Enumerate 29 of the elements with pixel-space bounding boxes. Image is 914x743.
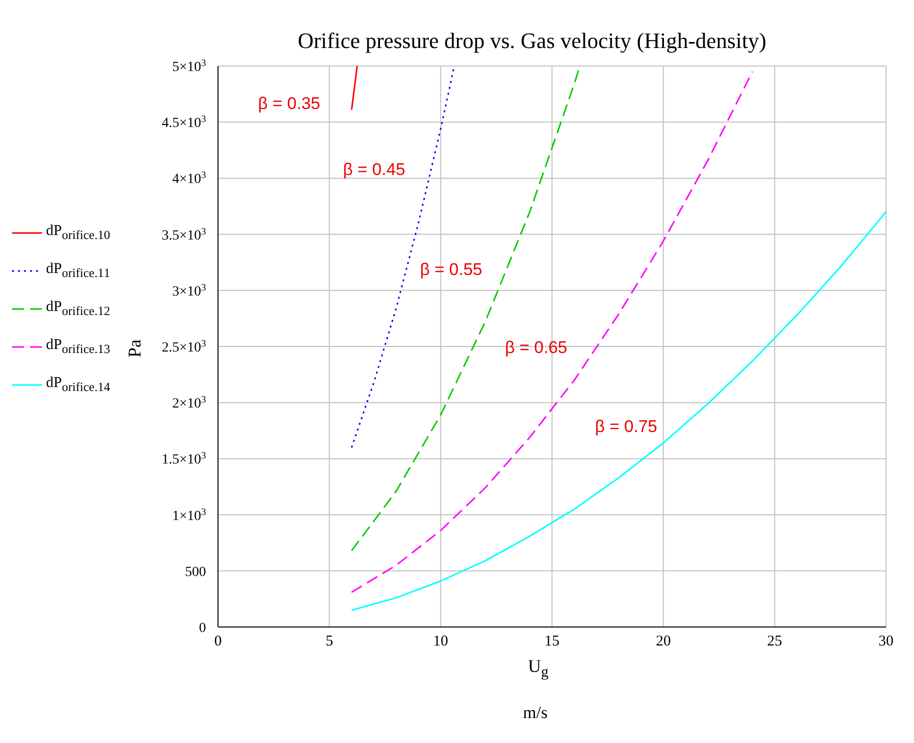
y-axis-title: Pa: [124, 340, 146, 358]
y-tick-label: 1.5×10$^{3}$: [162, 450, 206, 468]
y-tick-label: 3×10$^{3}$: [172, 282, 206, 300]
x-tick-label: 5: [326, 634, 334, 650]
x-axis-title: U$_{g}$: [528, 656, 548, 682]
line-series: [350, 70, 754, 593]
annotation: β = 0.35: [258, 94, 320, 114]
x-tick-label: 10: [433, 634, 448, 650]
y-tick-label: 2.5×10$^{3}$: [162, 338, 206, 356]
y-tick-label: 0: [199, 621, 206, 636]
annotation: β = 0.75: [595, 417, 658, 437]
x-tick-label: 25: [767, 634, 782, 650]
annotation: β = 0.65: [505, 338, 568, 358]
x-tick-label: 15: [544, 634, 560, 650]
y-tick-label: 4×10$^{3}$: [172, 170, 206, 188]
line-series: [350, 211, 886, 611]
text: m/s: [523, 703, 548, 723]
y-tick-label: 1×10$^{3}$: [172, 506, 206, 524]
annotation: β = 0.55: [420, 260, 482, 280]
x-tick-label: 0: [214, 634, 222, 650]
y-tick-label: 5×10$^{3}$: [172, 58, 206, 75]
y-tick-label: 3.5×10$^{3}$: [162, 226, 206, 244]
y-tick-label: 2×10$^{3}$: [172, 394, 206, 412]
x-tick-label: 30: [878, 634, 894, 650]
y-tick-label: 500: [185, 564, 206, 580]
chart-title: Orifice pressure drop vs. Gas velocity (High-density): [296, 28, 768, 54]
annotation: β = 0.45: [343, 160, 406, 180]
y-tick-label: 4.5×10$^{3}$: [162, 114, 206, 132]
x-tick-label: 20: [656, 634, 671, 650]
